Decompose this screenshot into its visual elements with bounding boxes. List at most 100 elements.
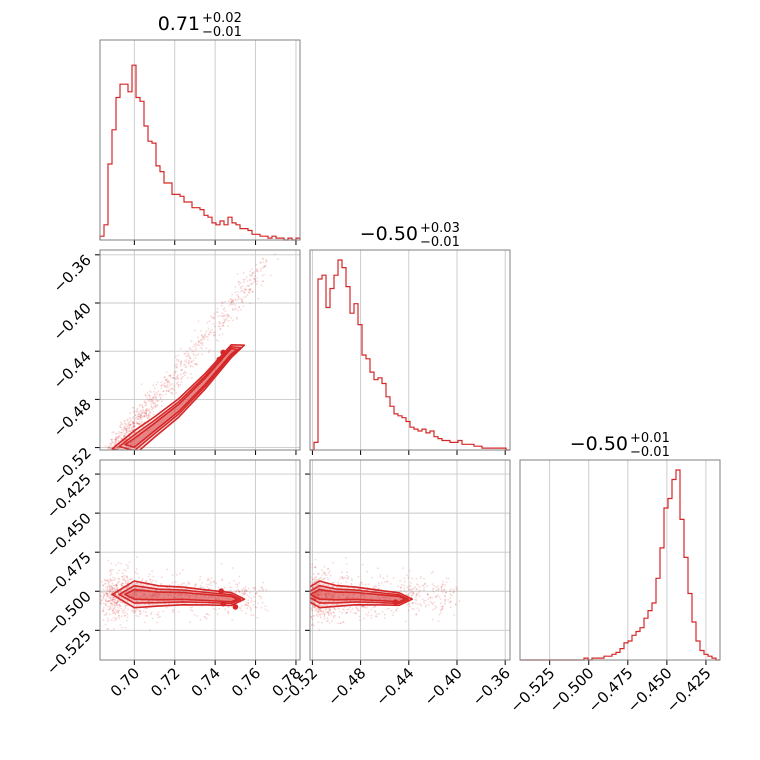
scatter-point xyxy=(310,615,313,618)
scatter-point xyxy=(156,400,159,402)
scatter-point xyxy=(313,585,316,588)
scatter-point xyxy=(175,366,178,368)
scatter-point xyxy=(240,308,243,311)
scatter-point xyxy=(355,612,357,614)
scatter-point xyxy=(195,354,198,356)
title-param-0: 0.71 +0.02 −0.01 xyxy=(158,11,242,40)
scatter-point xyxy=(240,290,242,293)
scatter-point xyxy=(321,569,323,571)
scatter-point xyxy=(407,576,410,579)
scatter-point xyxy=(445,581,448,584)
scatter-point xyxy=(308,595,310,597)
scatter-point xyxy=(143,607,146,610)
scatter-point xyxy=(226,314,229,316)
scatter-point xyxy=(238,297,241,300)
scatter-point xyxy=(440,588,443,591)
scatter-point xyxy=(443,595,446,597)
scatter-point xyxy=(123,420,126,423)
scatter-point xyxy=(315,566,317,569)
scatter-point xyxy=(117,440,120,443)
scatter-point xyxy=(109,591,111,593)
scatter-point xyxy=(455,586,458,589)
scatter-point xyxy=(181,368,184,371)
scatter-point xyxy=(120,434,123,437)
scatter-point xyxy=(301,607,303,609)
title-minus: −0.01 xyxy=(420,235,460,250)
scatter-point xyxy=(123,568,125,571)
scatter-point xyxy=(377,588,380,590)
scatter-point xyxy=(185,593,188,596)
scatter-point xyxy=(190,348,193,351)
scatter-point xyxy=(411,602,414,605)
scatter-point xyxy=(316,594,319,596)
scatter-point xyxy=(160,582,163,585)
scatter-point xyxy=(155,580,158,583)
scatter-point xyxy=(156,393,159,396)
scatter-point xyxy=(325,595,328,598)
scatter-point xyxy=(170,594,173,597)
scatter-point xyxy=(145,607,148,610)
scatter-point xyxy=(129,417,131,420)
scatter-point xyxy=(437,589,440,591)
scatter-point xyxy=(194,363,197,365)
scatter-point xyxy=(106,600,109,603)
scatter-point xyxy=(322,583,324,586)
scatter-point xyxy=(227,610,229,613)
scatter-point xyxy=(423,589,425,592)
scatter-point xyxy=(229,589,232,592)
scatter-point xyxy=(252,281,255,284)
scatter-point xyxy=(109,597,111,599)
scatter-point xyxy=(193,354,195,356)
scatter-point xyxy=(155,397,157,400)
scatter-point xyxy=(217,586,220,589)
scatter-point xyxy=(164,386,167,389)
scatter-point xyxy=(142,408,144,411)
scatter-point xyxy=(109,447,111,450)
scatter-point xyxy=(193,343,196,346)
scatter-point xyxy=(107,619,110,622)
scatter-point xyxy=(395,610,398,612)
scatter-point xyxy=(114,598,116,601)
scatter-point xyxy=(170,387,173,390)
contour-island xyxy=(232,604,239,610)
scatter-point xyxy=(429,601,432,603)
scatter-point xyxy=(406,604,409,606)
scatter-point xyxy=(119,605,122,607)
scatter-point xyxy=(441,607,444,610)
scatter-point xyxy=(224,608,227,611)
scatter-point xyxy=(314,598,317,600)
scatter-point xyxy=(440,611,442,614)
scatter-point xyxy=(223,318,225,320)
scatter-point xyxy=(118,578,121,580)
scatter-point xyxy=(117,455,119,457)
scatter-point xyxy=(153,594,156,597)
scatter-point xyxy=(180,369,183,371)
scatter-point xyxy=(150,597,153,599)
scatter-point xyxy=(442,589,445,591)
scatter-point xyxy=(254,606,257,608)
scatter-point xyxy=(312,596,315,599)
scatter-point xyxy=(409,584,412,587)
scatter-point xyxy=(311,563,313,566)
scatter-point xyxy=(323,617,326,620)
scatter-point xyxy=(368,583,370,586)
scatter-point xyxy=(139,410,142,413)
scatter-point xyxy=(139,416,142,419)
scatter-point xyxy=(221,315,224,318)
scatter-point xyxy=(172,609,175,612)
scatter-point xyxy=(327,593,330,596)
scatter-point xyxy=(337,583,340,585)
scatter-point xyxy=(140,600,143,602)
scatter-point xyxy=(172,387,174,389)
scatter-point xyxy=(176,602,179,605)
scatter-point xyxy=(230,586,233,589)
scatter-point xyxy=(131,593,134,596)
scatter-point xyxy=(248,288,251,291)
scatter-point xyxy=(128,561,131,564)
scatter-point xyxy=(111,609,114,612)
scatter-point xyxy=(126,575,128,578)
scatter-point xyxy=(116,610,119,613)
scatter-point xyxy=(112,576,114,579)
scatter-point xyxy=(229,297,232,300)
scatter-point xyxy=(123,427,125,429)
